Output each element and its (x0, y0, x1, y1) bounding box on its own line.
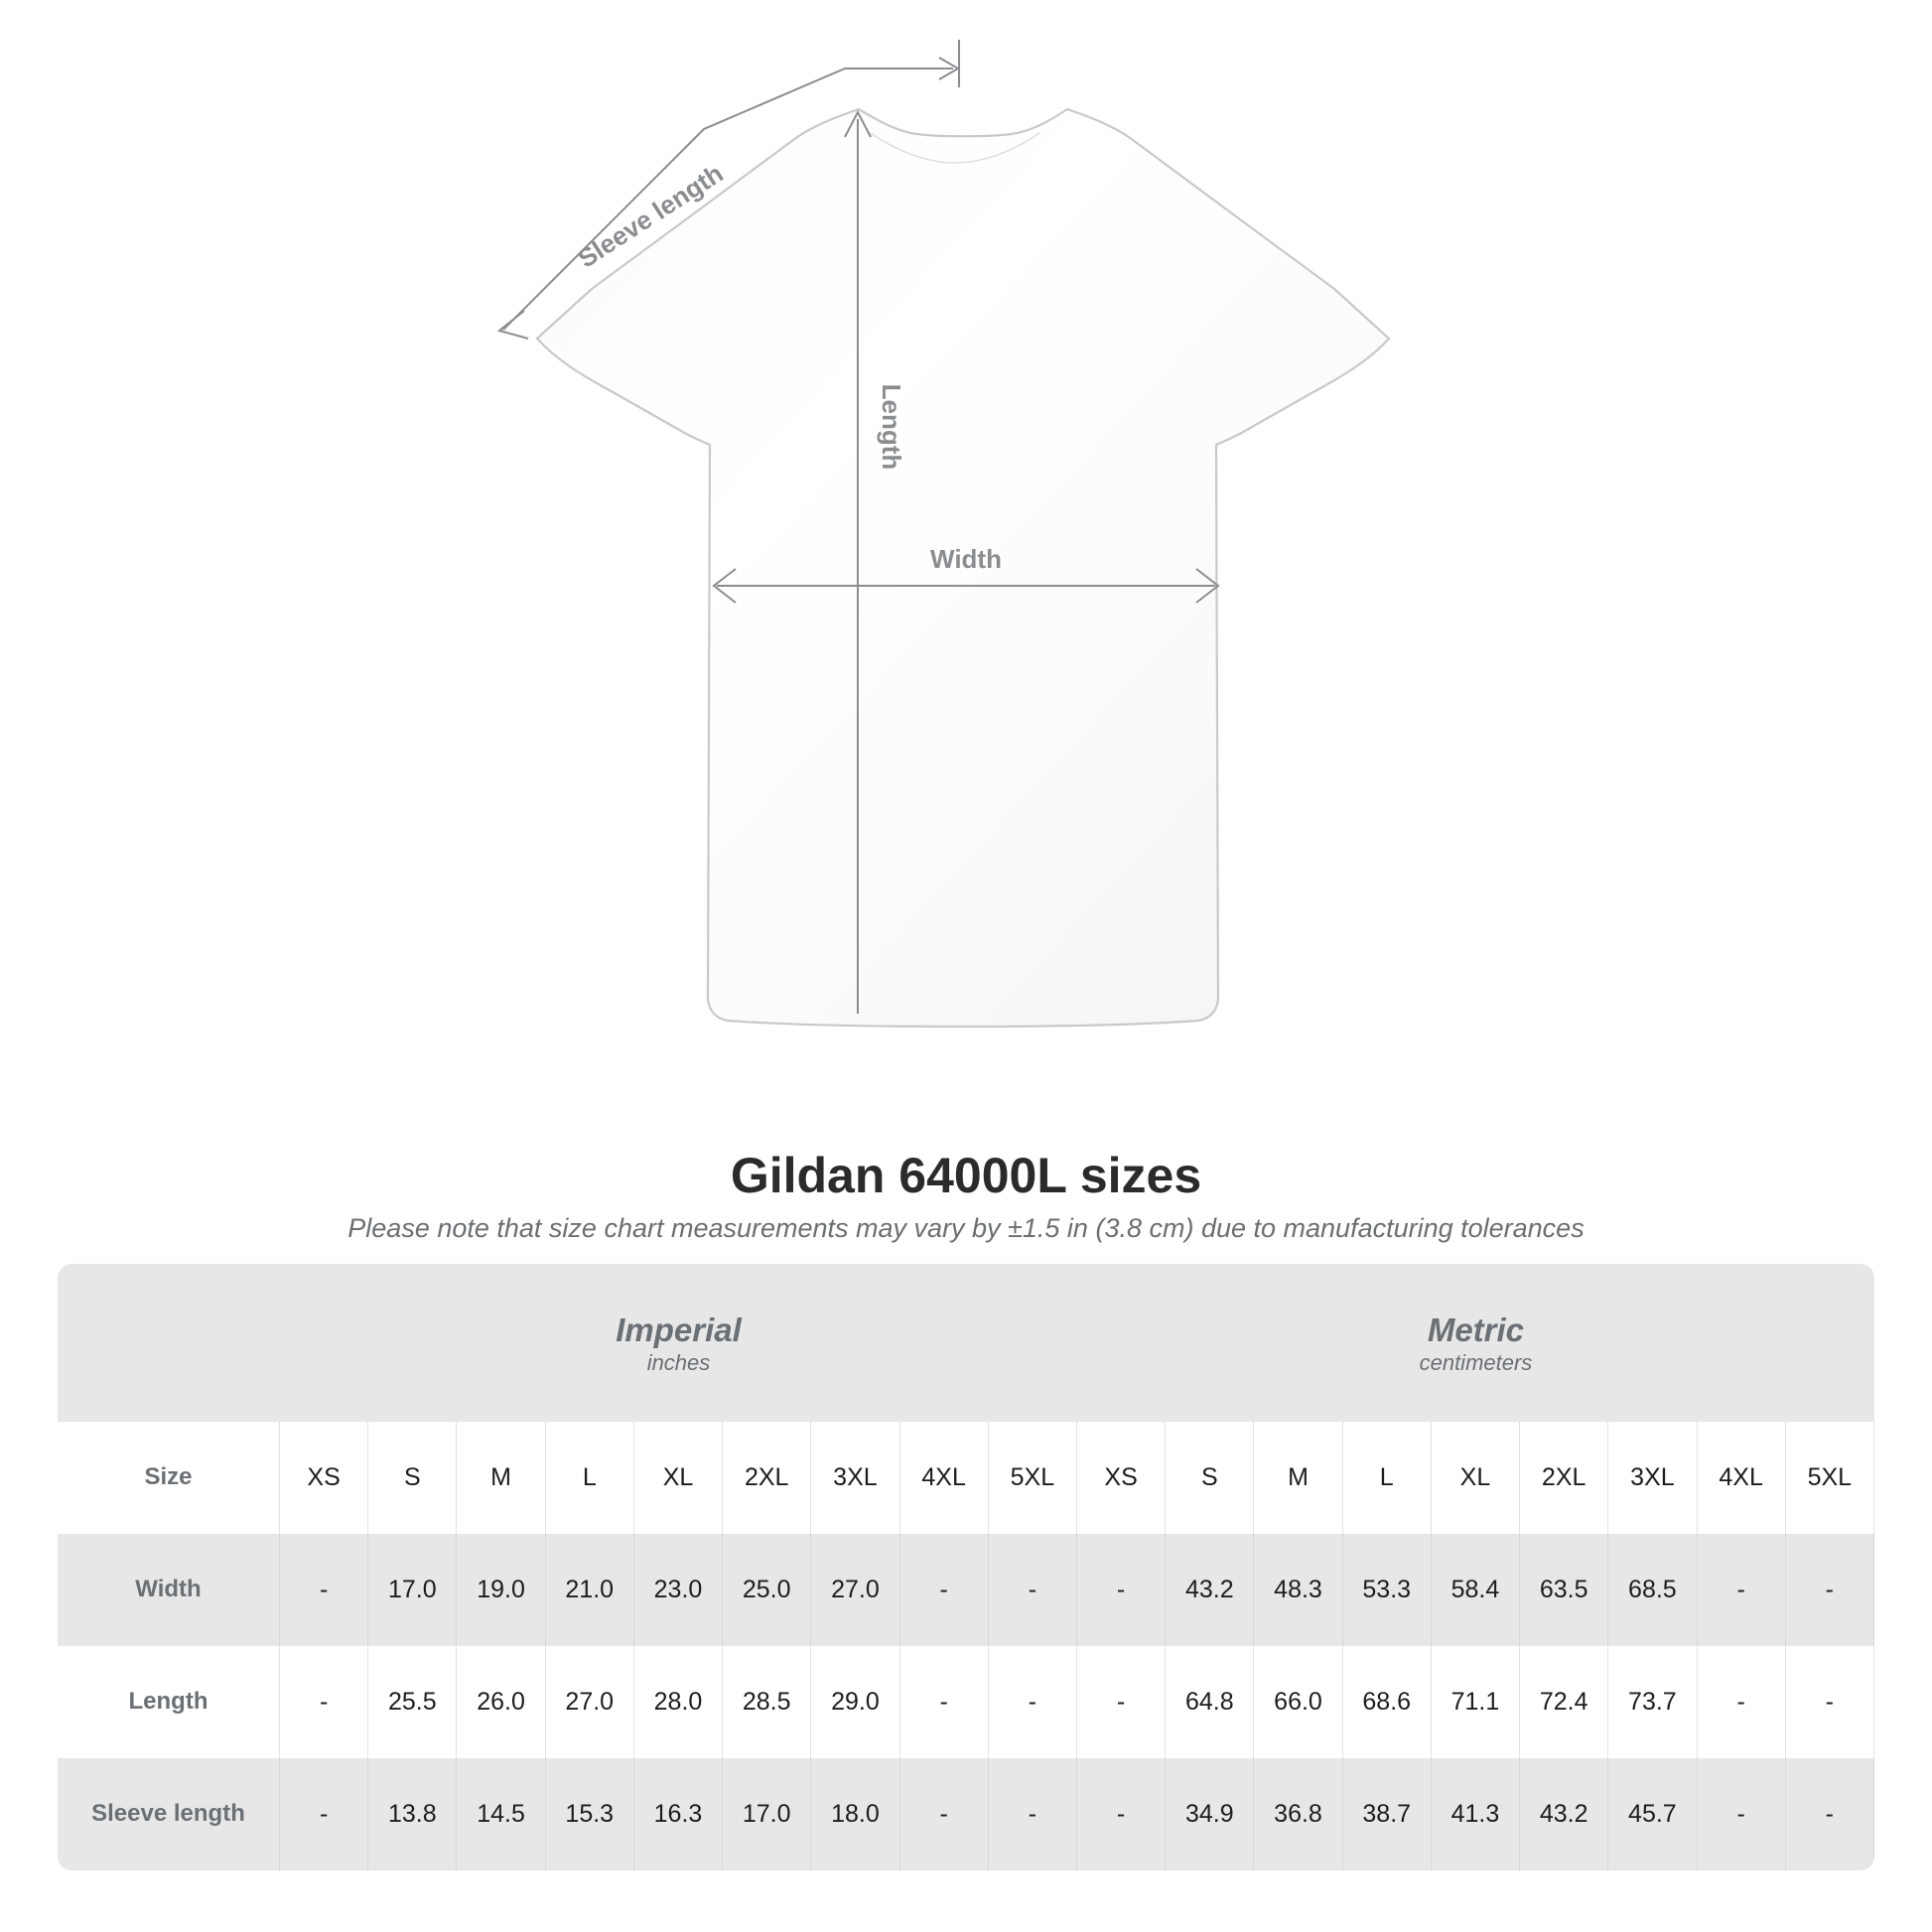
svg-text:Length: Length (877, 384, 906, 471)
svg-text:Width: Width (930, 544, 1002, 574)
